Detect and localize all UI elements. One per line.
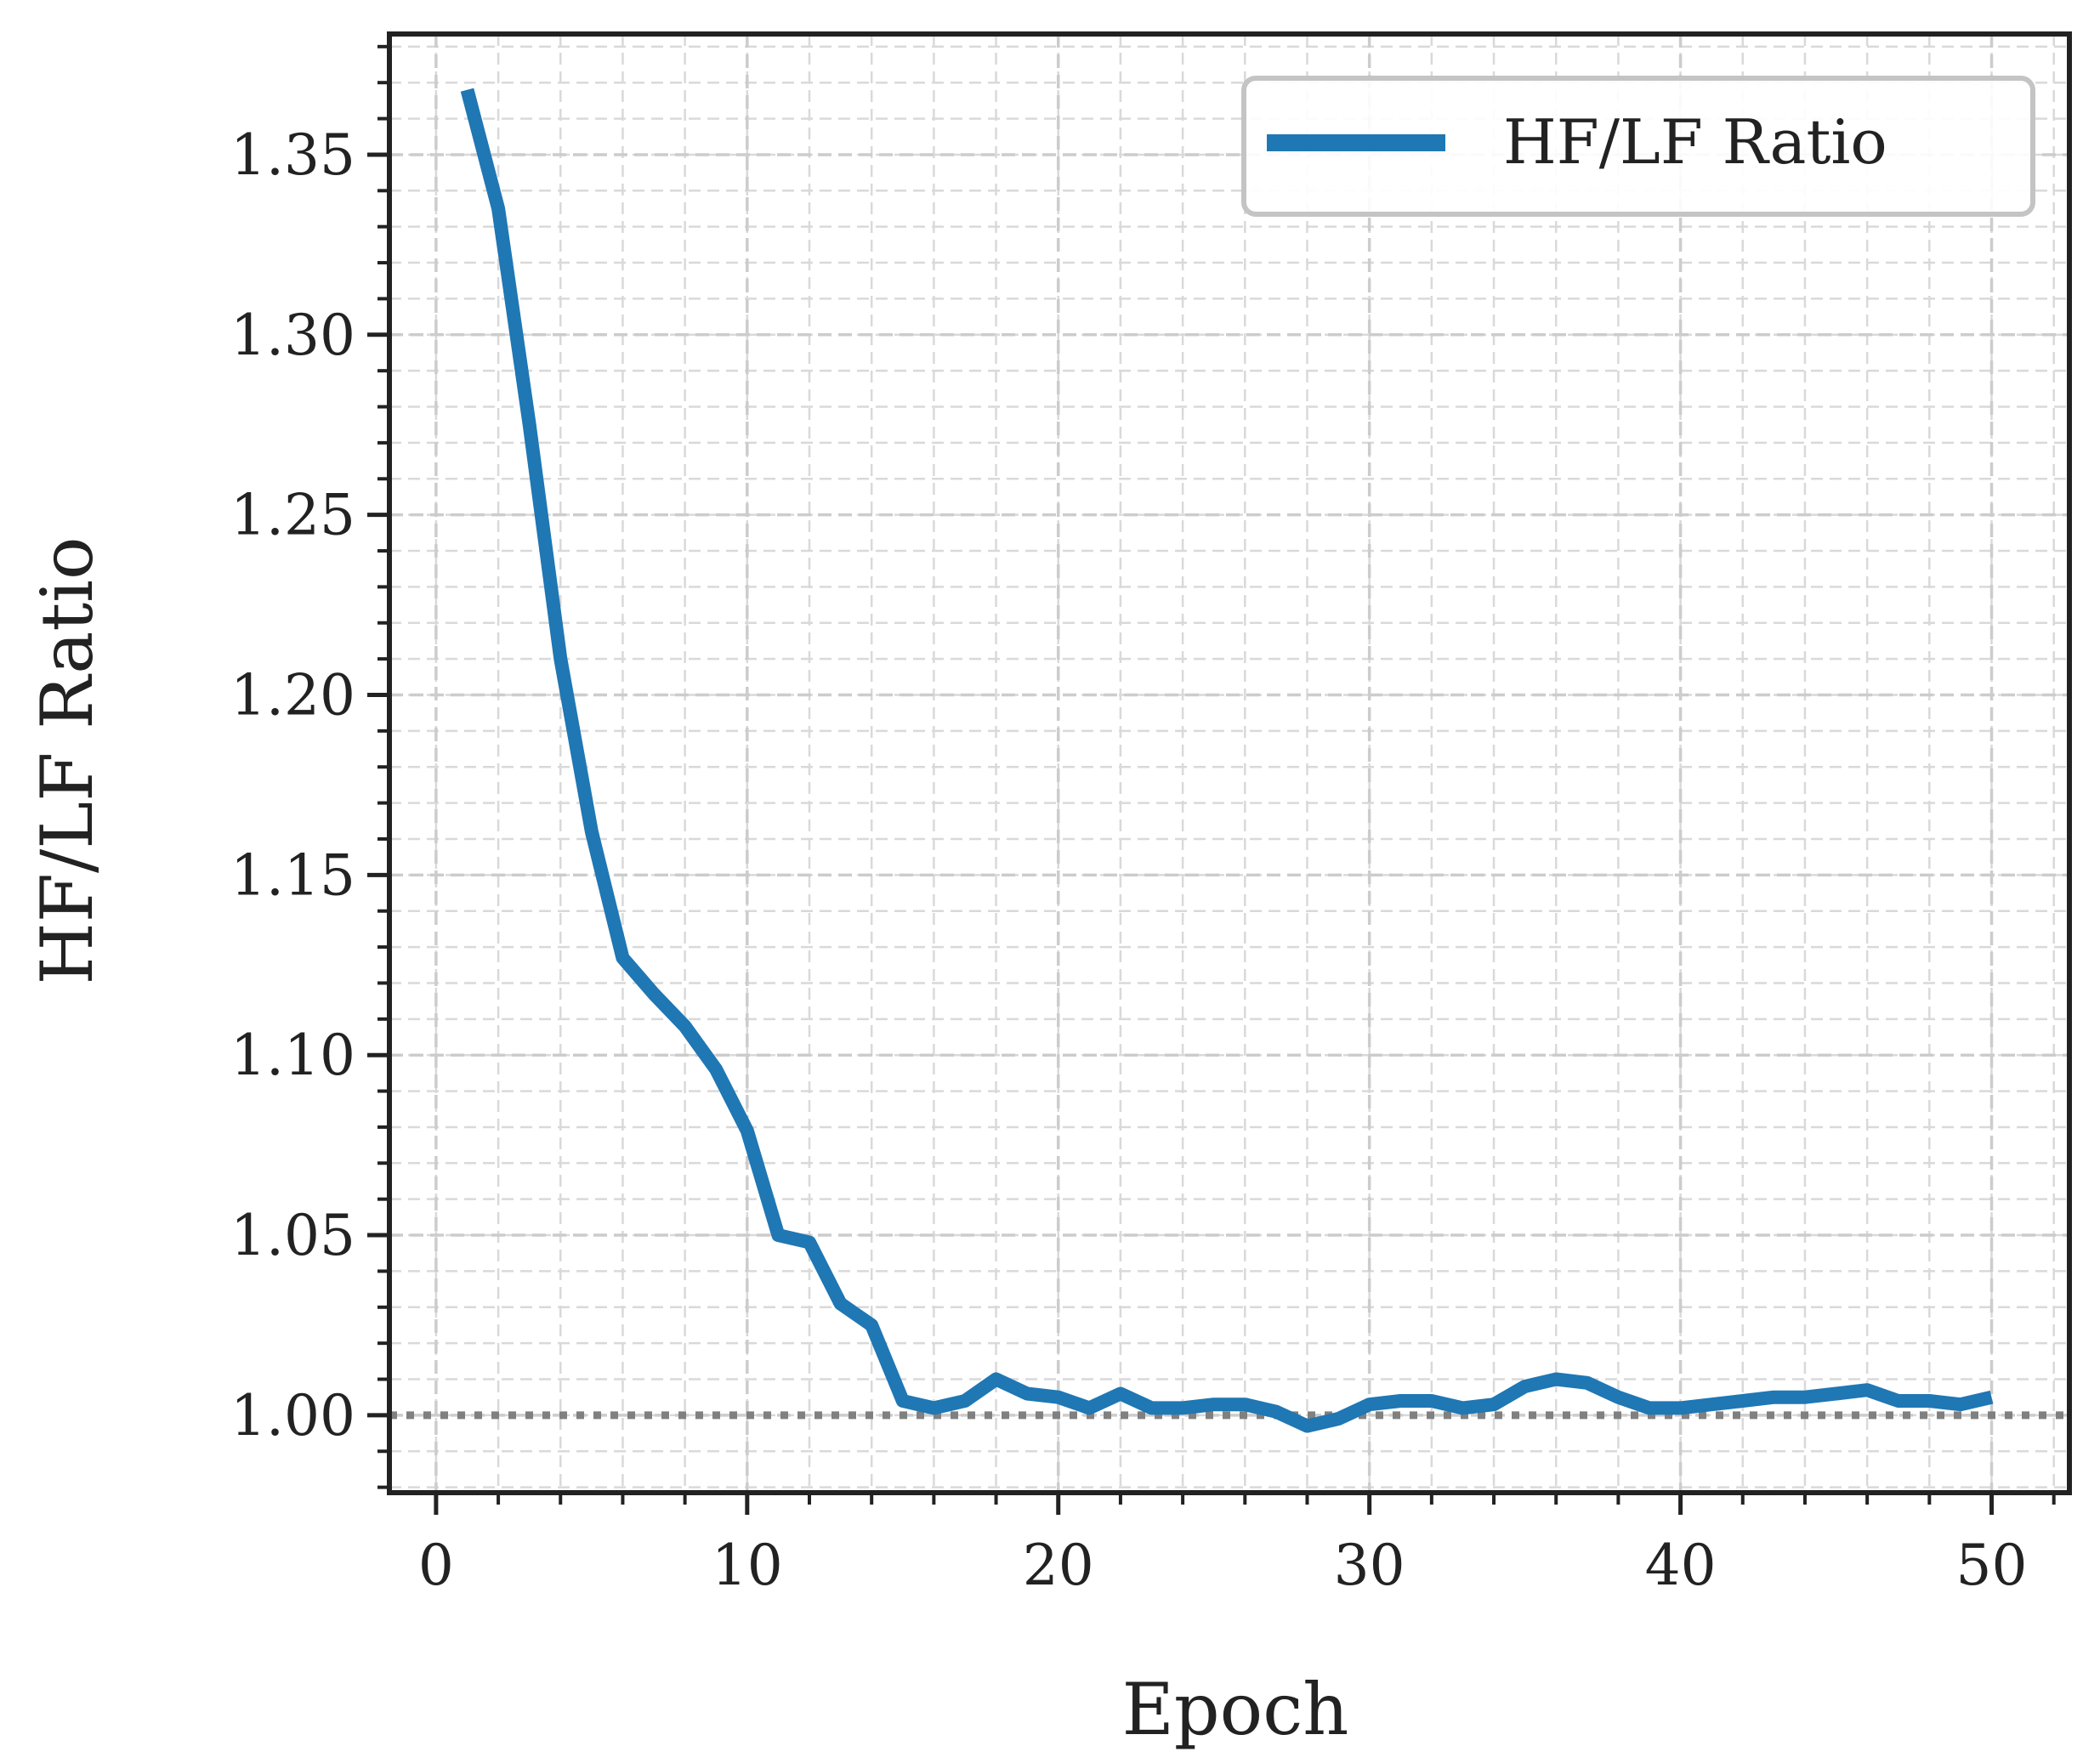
x-tick-label: 0: [418, 1533, 454, 1598]
x-tick-label: 20: [1023, 1533, 1094, 1598]
legend-label-hf-lf-ratio: HF/LF Ratio: [1503, 106, 1887, 178]
axes-border: [387, 31, 2072, 1495]
y-tick-label: 1.30: [230, 303, 355, 368]
series-line-hf-lf-ratio: [460, 88, 1994, 1433]
x-tick-labels: 0 10 20 30 40 50: [418, 1533, 2028, 1598]
x-tick-label: 10: [712, 1533, 783, 1598]
axis-ticks: [367, 44, 2056, 1515]
y-axis-label: HF/LF Ratio: [26, 536, 109, 984]
plot-background: [389, 34, 2069, 1493]
x-tick-label: 30: [1334, 1533, 1405, 1598]
y-tick-label: 1.15: [230, 842, 355, 908]
y-tick-label: 1.05: [230, 1203, 355, 1268]
y-tick-label: 1.10: [230, 1023, 355, 1088]
axes-frame: [387, 31, 2072, 1495]
plot-area: [389, 34, 2069, 1493]
y-tick-label: 1.25: [230, 483, 355, 548]
x-tick-label: 40: [1645, 1533, 1717, 1598]
y-tick-label: 1.35: [230, 122, 355, 188]
x-tick-label: 50: [1956, 1533, 2028, 1598]
y-tick-label: 1.00: [230, 1383, 355, 1448]
y-tick-label: 1.20: [230, 662, 355, 728]
y-tick-labels: 1.00 1.05 1.10 1.15 1.20 1.25 1.30 1.35: [230, 122, 355, 1448]
series-layer: [460, 88, 1994, 1433]
legend-box: [1241, 76, 2035, 217]
legend: HF/LF Ratio: [1241, 76, 2035, 217]
x-axis-label: Epoch: [1122, 1668, 1349, 1751]
